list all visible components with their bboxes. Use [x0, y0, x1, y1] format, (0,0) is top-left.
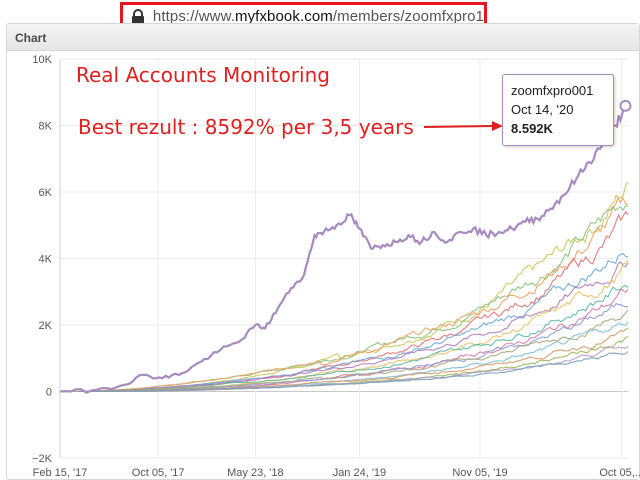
series-line: [77, 205, 629, 393]
tooltip-series-name: zoomfxpro001: [511, 83, 594, 98]
tooltip-date: Oct 14, '20: [511, 102, 574, 117]
series-group: [59, 99, 632, 394]
x-tick-label: Oct 05,...: [599, 467, 640, 479]
x-tick-label: May 23, '18: [227, 467, 284, 479]
y-tick-label: −2K: [32, 453, 53, 465]
series-line: [111, 259, 629, 393]
x-axis: Feb 15, '17 Oct 05, '17 May 23, '18 Jan 24,…: [33, 467, 640, 479]
series-line: [72, 309, 629, 393]
x-tick-label: Oct 05, '17: [132, 467, 185, 479]
y-tick-label: 0: [46, 387, 52, 399]
url-text: https://www.myfxbook.com/members/zoomfxp…: [152, 8, 484, 25]
y-tick-label: 2K: [39, 320, 53, 332]
panel-header: Chart: [7, 24, 639, 51]
y-tick-label: 4K: [39, 254, 53, 266]
x-tick-label: Feb 15, '17: [33, 467, 88, 479]
x-tick-label: Nov 05, '19: [452, 467, 507, 479]
panel-title: Chart: [15, 31, 47, 45]
tooltip-value: 8.592K: [511, 121, 553, 136]
series-line: [78, 351, 629, 393]
series-line: [73, 261, 629, 393]
heading-annotation: Real Accounts Monitoring: [76, 63, 330, 87]
chart-panel: Chart: [6, 23, 640, 480]
annotation-arrow-head: [492, 121, 503, 131]
y-tick-label: 8K: [39, 121, 53, 133]
y-tick-label: 10K: [32, 54, 52, 66]
tooltip: zoomfxpro001 Oct 14, '20 8.592K: [502, 74, 614, 146]
best-result-annotation: Best rezult : 8592% per 3,5 years: [78, 115, 414, 139]
highlight-series-line: [59, 104, 626, 394]
lock-icon: [129, 6, 148, 28]
series-line: [71, 196, 629, 393]
y-axis: −2K 0 2K 4K 6K 8K 10K: [32, 54, 61, 465]
y-tick-label: 6K: [39, 187, 53, 199]
x-tick-label: Jan 24, '19: [333, 467, 386, 479]
highlight-point[interactable]: [619, 99, 632, 112]
annotation-arrow-line: [423, 125, 495, 128]
annotation-layer: Real Accounts Monitoring Best rezult : 8…: [76, 63, 503, 139]
